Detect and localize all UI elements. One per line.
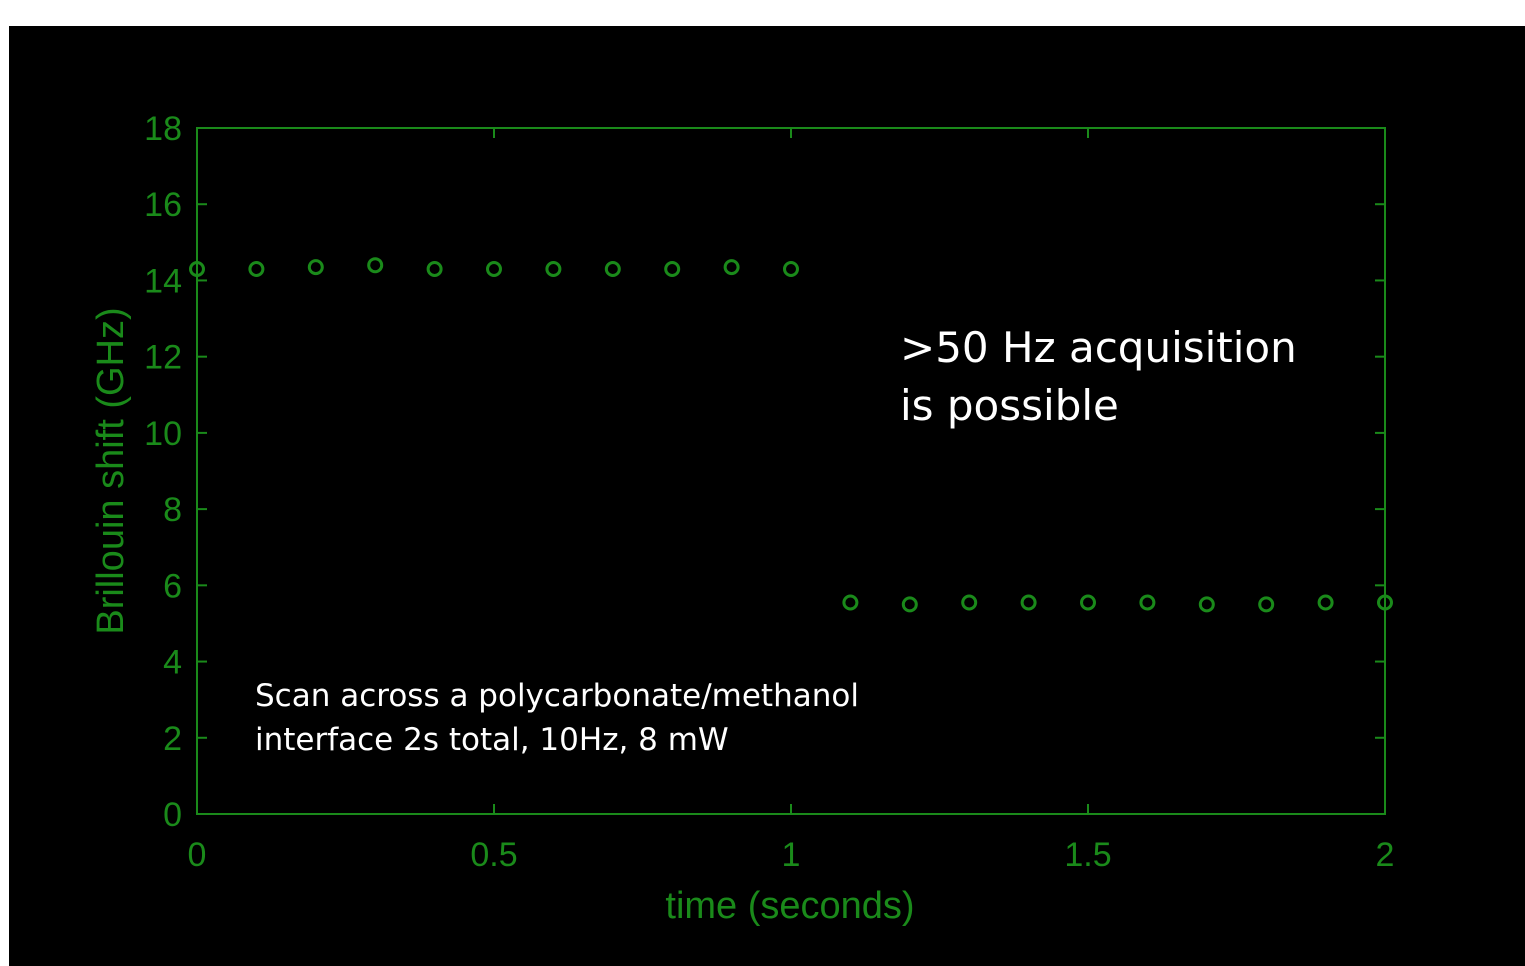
x-tick-labels: 0 0.5 1 1.5 2 (188, 836, 1395, 874)
data-point (545, 261, 562, 278)
data-point (604, 261, 621, 278)
x-axis-label: time (seconds) (665, 885, 914, 927)
data-point (723, 259, 740, 276)
annotation-acquisition-line-2: is possible (900, 381, 1119, 430)
data-point (189, 261, 205, 278)
data-point (1317, 594, 1334, 611)
y-tick-label: 12 (144, 339, 182, 377)
data-point (664, 261, 681, 278)
data-point (901, 596, 918, 613)
data-point (1020, 594, 1037, 611)
y-tick-label: 0 (163, 796, 182, 834)
data-points (189, 257, 1393, 613)
x-tick-label: 1.5 (1064, 836, 1111, 874)
data-point (961, 594, 978, 611)
x-tick-label: 0.5 (470, 836, 517, 874)
x-tick-label: 0 (188, 836, 207, 874)
data-point (1139, 594, 1156, 611)
y-tick-label: 16 (144, 186, 182, 224)
y-axis-label: Brillouin shift (GHz) (90, 307, 132, 634)
plot-frame (196, 127, 1386, 815)
annotation-scan-description: Scan across a polycarbonate/methanol int… (255, 678, 869, 758)
y-tick-label: 8 (163, 491, 182, 529)
annotation-acquisition-line-1: >50 Hz acquisition (900, 323, 1297, 372)
data-point (426, 261, 443, 278)
y-tick-label: 14 (144, 262, 182, 300)
y-tick-label: 18 (144, 110, 182, 148)
y-tick-label: 6 (163, 567, 182, 605)
y-tick-label: 2 (163, 720, 182, 758)
data-point (1198, 596, 1215, 613)
data-point (842, 594, 859, 611)
annotation-scan-line-1: Scan across a polycarbonate/methanol (255, 678, 859, 714)
y-tick-label: 4 (163, 644, 182, 682)
x-tick-label: 1 (782, 836, 801, 874)
annotation-scan-line-2: interface 2s total, 10Hz, 8 mW (255, 722, 729, 758)
data-point (367, 257, 384, 274)
data-point (486, 261, 502, 278)
data-point (307, 259, 324, 276)
y-tick-label: 10 (144, 415, 182, 453)
data-point (1080, 594, 1096, 611)
data-point (248, 261, 265, 278)
data-point (783, 261, 799, 278)
annotation-acquisition: >50 Hz acquisition is possible (900, 323, 1310, 430)
y-tick-labels: 0 2 4 6 8 10 12 14 16 18 (144, 110, 182, 834)
data-point (1258, 596, 1275, 613)
slide-background (9, 26, 1525, 966)
data-point (1377, 594, 1393, 611)
x-tick-label: 2 (1376, 836, 1395, 874)
